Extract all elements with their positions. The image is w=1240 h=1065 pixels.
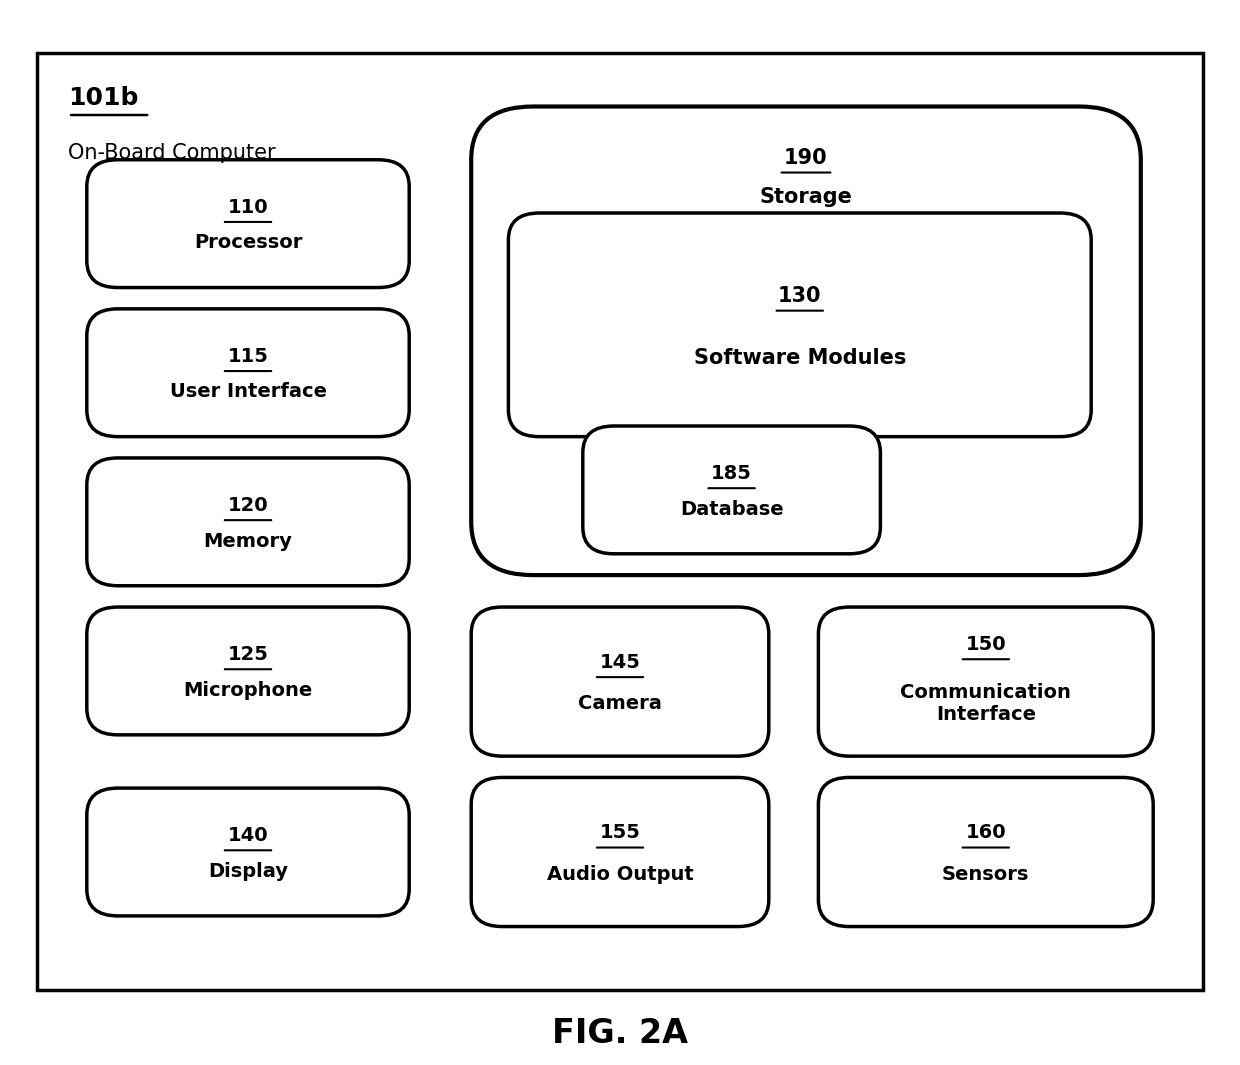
FancyBboxPatch shape	[583, 426, 880, 554]
FancyBboxPatch shape	[818, 607, 1153, 756]
Text: Audio Output: Audio Output	[547, 865, 693, 884]
Text: 130: 130	[777, 285, 822, 306]
Text: 110: 110	[228, 197, 268, 216]
Text: Software Modules: Software Modules	[693, 348, 906, 368]
Text: Communication
Interface: Communication Interface	[900, 684, 1071, 724]
FancyBboxPatch shape	[471, 106, 1141, 575]
FancyBboxPatch shape	[87, 160, 409, 288]
FancyBboxPatch shape	[87, 458, 409, 586]
Text: 140: 140	[228, 825, 268, 845]
Text: 185: 185	[712, 463, 751, 482]
Text: Processor: Processor	[193, 233, 303, 252]
Text: FIG. 2A: FIG. 2A	[552, 1017, 688, 1049]
Text: Database: Database	[680, 499, 784, 519]
Text: Sensors: Sensors	[942, 865, 1029, 884]
Text: 115: 115	[228, 346, 268, 365]
Text: Camera: Camera	[578, 694, 662, 714]
Text: 120: 120	[228, 495, 268, 514]
Text: Memory: Memory	[203, 531, 293, 551]
FancyBboxPatch shape	[87, 607, 409, 735]
Text: Microphone: Microphone	[184, 681, 312, 700]
FancyBboxPatch shape	[471, 607, 769, 756]
Text: 101b: 101b	[68, 86, 139, 110]
FancyBboxPatch shape	[818, 777, 1153, 927]
Text: 150: 150	[966, 635, 1006, 654]
FancyBboxPatch shape	[87, 309, 409, 437]
FancyBboxPatch shape	[471, 777, 769, 927]
Text: On-Board Computer: On-Board Computer	[68, 144, 275, 163]
FancyBboxPatch shape	[37, 53, 1203, 990]
Text: Storage: Storage	[760, 187, 852, 207]
Text: 155: 155	[600, 823, 640, 842]
Text: Display: Display	[208, 862, 288, 881]
Text: 160: 160	[966, 823, 1006, 842]
Text: 190: 190	[784, 148, 828, 167]
Text: 145: 145	[600, 653, 640, 672]
FancyBboxPatch shape	[87, 788, 409, 916]
FancyBboxPatch shape	[508, 213, 1091, 437]
Text: 125: 125	[228, 644, 268, 663]
Text: User Interface: User Interface	[170, 382, 326, 402]
